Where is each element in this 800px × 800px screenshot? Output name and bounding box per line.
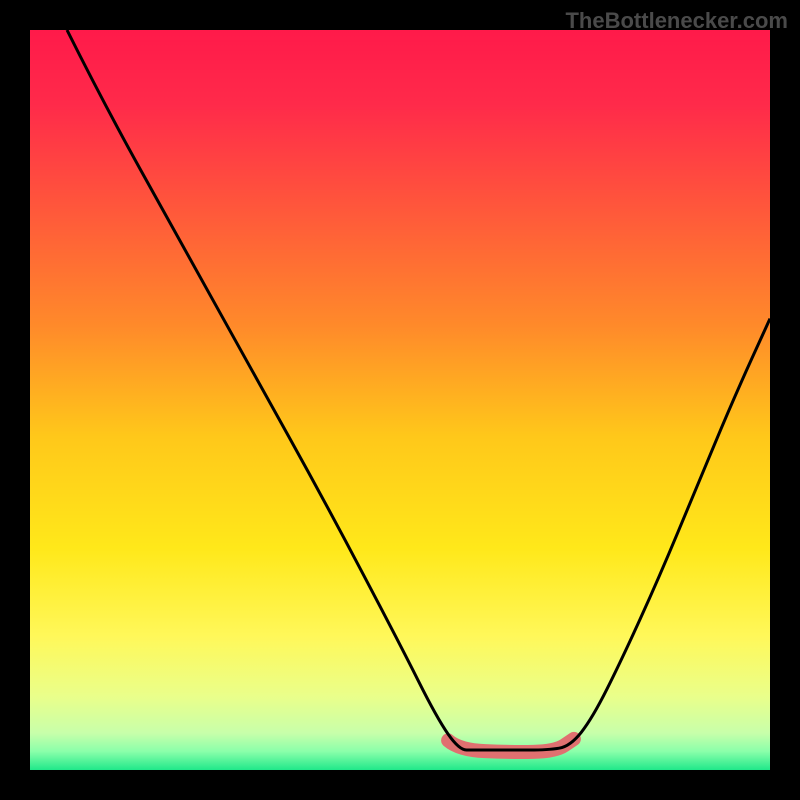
bottleneck-curve [67, 30, 770, 750]
accent-segment [448, 739, 574, 752]
chart-svg [0, 0, 800, 800]
frame-border-bottom [0, 770, 800, 800]
plot-background [30, 30, 770, 770]
watermark-text: TheBottlenecker.com [565, 8, 788, 34]
frame-border-right [770, 0, 800, 800]
frame-border-left [0, 0, 30, 800]
